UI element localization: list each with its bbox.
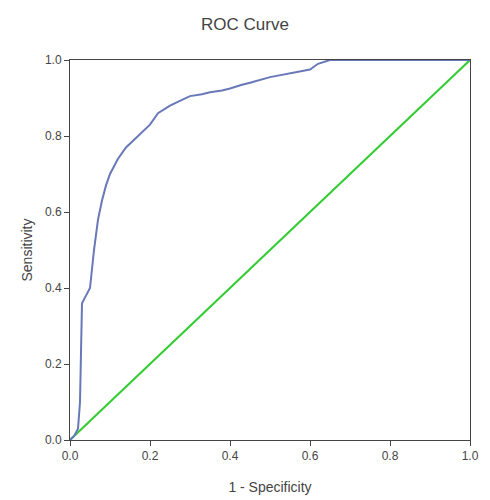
svg-text:0.8: 0.8 bbox=[382, 449, 399, 463]
svg-text:0.6: 0.6 bbox=[45, 205, 62, 219]
svg-text:0.0: 0.0 bbox=[62, 449, 79, 463]
svg-text:0.0: 0.0 bbox=[45, 433, 62, 447]
svg-text:0.4: 0.4 bbox=[45, 281, 62, 295]
svg-text:Sensitivity: Sensitivity bbox=[19, 218, 35, 281]
svg-text:1.0: 1.0 bbox=[45, 53, 62, 67]
svg-text:0.8: 0.8 bbox=[45, 129, 62, 143]
svg-text:0.2: 0.2 bbox=[142, 449, 159, 463]
svg-text:1 - Specificity: 1 - Specificity bbox=[228, 479, 311, 495]
svg-text:1.0: 1.0 bbox=[462, 449, 479, 463]
svg-text:0.6: 0.6 bbox=[302, 449, 319, 463]
svg-text:0.2: 0.2 bbox=[45, 357, 62, 371]
svg-text:0.4: 0.4 bbox=[222, 449, 239, 463]
svg-text:ROC Curve: ROC Curve bbox=[201, 15, 289, 34]
